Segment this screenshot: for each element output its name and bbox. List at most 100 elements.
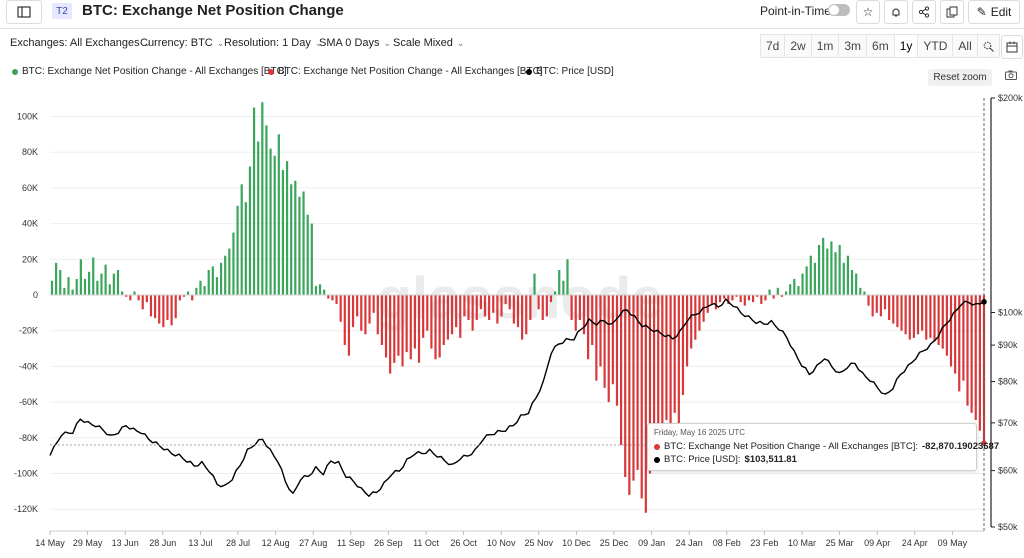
x-tick-label: 28 Jul [226, 538, 250, 548]
range-button-6m[interactable]: 6m [866, 34, 894, 58]
net-change-bar [450, 295, 454, 335]
range-button-1y[interactable]: 1y [893, 34, 918, 58]
tooltip-value: $103,511.81 [744, 454, 797, 465]
net-change-bar [793, 278, 796, 295]
sma-dropdown[interactable]: SMA 0 Days ⌄ [319, 37, 391, 49]
net-change-bar [459, 295, 462, 338]
range-button-7d[interactable]: 7d [760, 34, 785, 58]
net-change-bar [488, 295, 491, 320]
net-change-bar [706, 295, 709, 313]
net-change-bar [718, 295, 722, 303]
net-change-bar [285, 161, 289, 295]
net-change-bar [207, 270, 210, 295]
net-change-bar [290, 184, 293, 295]
net-change-bar [446, 295, 449, 340]
zoom-icon [983, 41, 994, 52]
range-button-1m[interactable]: 1m [810, 34, 839, 58]
currency-dropdown[interactable]: Currency: BTC ⌄ [140, 37, 224, 49]
net-change-bar [347, 295, 351, 356]
net-change-bar [529, 295, 532, 320]
net-change-bar [467, 295, 470, 320]
screenshot-button[interactable] [1005, 70, 1017, 83]
y-left-tick-label: -60K [19, 397, 38, 407]
net-change-bar [257, 141, 260, 295]
page-title: BTC: Exchange Net Position Change [82, 2, 344, 19]
net-change-bar [125, 295, 128, 297]
net-change-bar [133, 291, 136, 295]
net-change-bar [587, 295, 590, 360]
net-change-bar [962, 295, 965, 381]
net-change-bar [71, 289, 74, 295]
range-button-2w[interactable]: 2w [784, 34, 811, 58]
hover-point-price [981, 299, 987, 305]
net-change-bar [933, 295, 936, 342]
net-change-bar [904, 295, 907, 335]
y-right-tick-label: $70k [998, 418, 1018, 428]
net-change-bar [92, 257, 95, 295]
copy-icon [946, 6, 958, 18]
x-tick-label: 14 May [35, 538, 65, 548]
favorite-button[interactable]: ☆ [856, 0, 880, 24]
reset-zoom-button[interactable]: Reset zoom [928, 69, 992, 86]
net-change-bar [751, 295, 755, 303]
resolution-dropdown[interactable]: Resolution: 1 Day ⌄ [224, 37, 322, 49]
net-change-bar [533, 273, 536, 295]
zoom-select-button[interactable] [976, 34, 1000, 58]
net-change-bar [628, 295, 631, 495]
point-in-time-toggle[interactable] [828, 4, 850, 16]
net-change-bar [681, 295, 685, 395]
chart-area: 100K 80K 60K 40K 20K 0 -20K -40K -60K -80K -100K -1… [14, 93, 1023, 548]
net-change-bar [88, 271, 91, 295]
net-change-bar [591, 295, 594, 345]
date-picker-button[interactable] [1001, 35, 1023, 59]
tooltip-swatch [654, 456, 660, 463]
net-change-bar [789, 284, 792, 295]
alert-button[interactable] [884, 0, 908, 24]
exchanges-label: Exchanges: All Exchanges [10, 37, 140, 49]
net-change-bar [850, 270, 854, 295]
exchanges-dropdown[interactable]: Exchanges: All Exchanges ⌄ [10, 37, 151, 49]
net-change-bar [611, 295, 614, 385]
net-change-bar [219, 262, 223, 295]
net-change-bar [624, 295, 627, 478]
sidebar-toggle-button[interactable] [6, 0, 42, 24]
net-change-bar [521, 295, 524, 340]
net-change-bar [191, 295, 194, 301]
net-change-bar [809, 255, 812, 295]
legend-item-positive[interactable]: BTC: Exchange Net Position Change - All … [12, 66, 287, 77]
net-change-bar [310, 223, 313, 295]
net-change-bar [764, 295, 767, 301]
legend-item-negative[interactable]: BTC: Exchange Net Position Change - All … [268, 66, 543, 77]
edit-button[interactable]: ✎ Edit [968, 0, 1020, 24]
net-change-bar [582, 295, 586, 335]
x-tick-label: 27 Aug [299, 538, 327, 548]
net-change-bar [397, 295, 400, 356]
duplicate-button[interactable] [940, 0, 964, 24]
net-change-bar [541, 295, 544, 320]
range-button-all[interactable]: All [952, 34, 977, 58]
net-change-bar [79, 259, 82, 295]
legend-item-price[interactable]: BTC: Price [USD] [526, 66, 614, 77]
net-change-bar [599, 295, 602, 367]
x-tick-label: 10 Mar [788, 538, 816, 548]
share-button[interactable] [912, 0, 936, 24]
net-change-bar [166, 295, 169, 320]
net-change-bar [195, 287, 198, 295]
range-button-ytd[interactable]: YTD [917, 34, 953, 58]
net-change-bar [318, 284, 322, 295]
net-change-bar [888, 295, 891, 320]
net-change-bar [619, 295, 623, 445]
net-change-bar [108, 284, 111, 295]
net-change-bar [298, 196, 301, 295]
x-tick-label: 10 Dec [562, 538, 591, 548]
net-change-bar [116, 270, 120, 295]
net-change-bar [232, 232, 235, 295]
scale-dropdown[interactable]: Scale Mixed ⌄ [393, 37, 464, 49]
net-change-bar [360, 295, 363, 331]
net-change-bar [393, 295, 396, 363]
range-button-3m[interactable]: 3m [838, 34, 867, 58]
net-change-bar [855, 273, 858, 295]
net-change-bar [813, 262, 817, 295]
net-change-bar [351, 295, 355, 328]
net-change-bar [694, 295, 697, 340]
